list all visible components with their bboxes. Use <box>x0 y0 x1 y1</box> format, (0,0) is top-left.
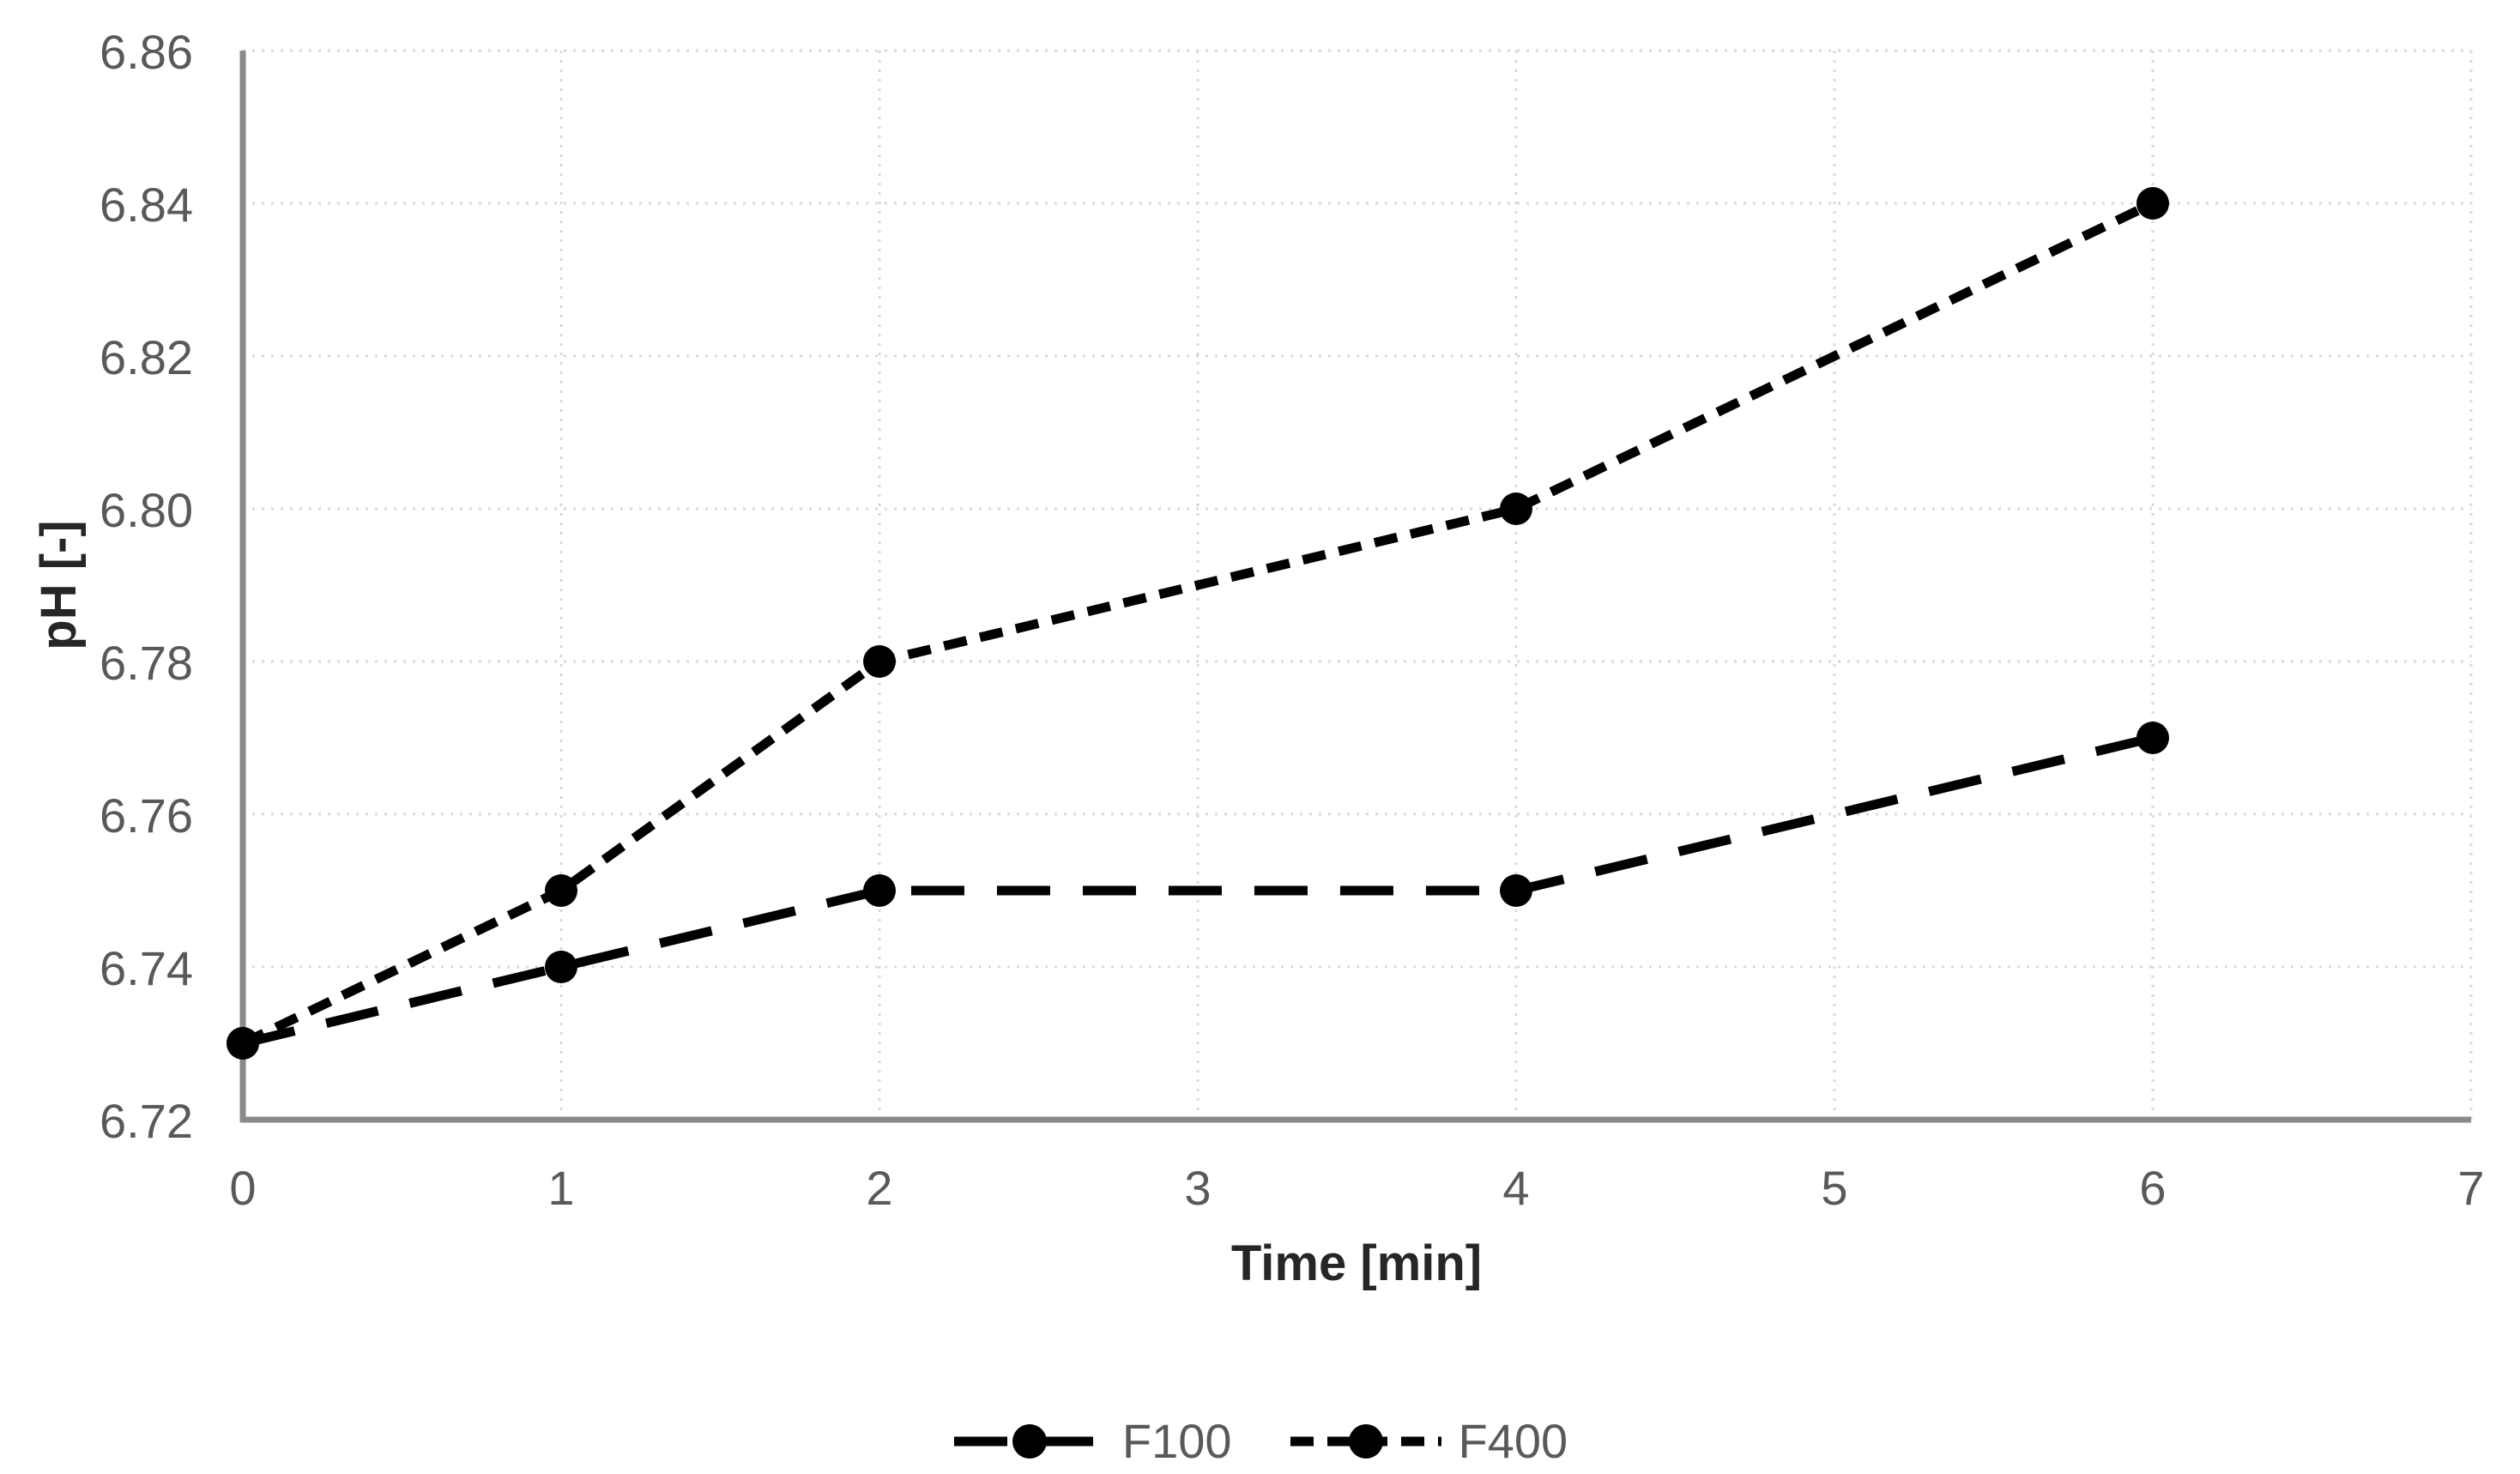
x-axis-title: Time [min] <box>1231 1235 1482 1291</box>
legend-item-f400: F400 <box>1289 1417 1568 1465</box>
y-tick-label: 6.76 <box>100 788 193 843</box>
y-tick-label: 6.78 <box>100 636 193 690</box>
legend-label-f400: F400 <box>1458 1414 1568 1468</box>
gridlines-group <box>243 49 2473 1120</box>
x-tick-label: 5 <box>1821 1161 1847 1215</box>
series-f100-line <box>241 733 2154 1048</box>
legend-item-f100: F100 <box>952 1417 1232 1465</box>
series-f400-marker <box>2136 187 2169 220</box>
x-tick-label: 6 <box>2139 1161 2166 1215</box>
y-tick-label: 6.74 <box>100 941 193 995</box>
series-f400-marker <box>1500 492 1532 525</box>
y-tick-label: 6.84 <box>100 178 193 232</box>
x-tick-label: 0 <box>229 1161 256 1215</box>
x-tick-label: 2 <box>866 1161 892 1215</box>
y-axis-title: pH [-] <box>31 520 87 649</box>
y-tick-label: 6.72 <box>100 1094 193 1148</box>
x-tick-label: 4 <box>1502 1161 1529 1215</box>
series-f100-marker <box>1500 874 1532 907</box>
legend-label-f100: F100 <box>1121 1414 1232 1468</box>
x-tick-label: 1 <box>547 1161 574 1215</box>
f400-short-dash-line-icon <box>1290 1424 1441 1459</box>
series-f400-marker <box>227 1027 259 1060</box>
tick-labels-group: 6.72 6.74 6.76 6.78 6.80 6.82 6.84 6.86 0 1 2 3 4 5 6 7 <box>100 25 2485 1215</box>
series-f400-line <box>240 199 2155 1048</box>
y-tick-label: 6.86 <box>100 25 193 79</box>
series-f100-marker <box>2136 722 2169 754</box>
series-f100-marker <box>863 874 896 907</box>
axes-group <box>239 51 2471 1123</box>
series-markers-group <box>227 187 2169 1060</box>
series-lines-group <box>240 199 2155 1048</box>
x-tick-label: 3 <box>1184 1161 1211 1215</box>
y-tick-label: 6.80 <box>100 483 193 537</box>
series-f100-marker <box>545 951 577 983</box>
series-f400-marker <box>545 874 577 907</box>
series-f400-marker <box>863 645 896 678</box>
f100-long-dash-line-icon <box>953 1424 1105 1459</box>
y-tick-label: 6.82 <box>100 330 193 384</box>
chart-legend: F100 F400 <box>0 1417 2520 1465</box>
x-tick-label: 7 <box>2457 1161 2484 1215</box>
